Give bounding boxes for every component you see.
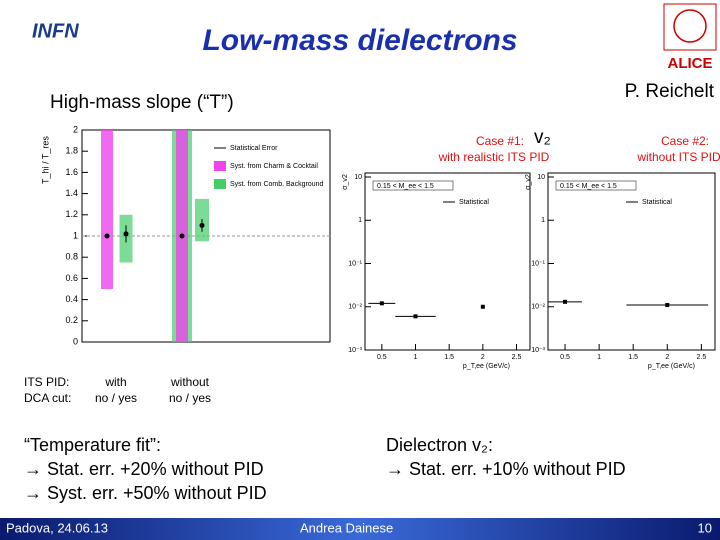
legend-swatch [214, 161, 226, 171]
row-label: no / yes [169, 391, 211, 405]
y-tick-label: 10 [537, 174, 545, 181]
data-point [480, 304, 485, 309]
row-label: DCA cut: [24, 391, 71, 405]
y-axis-label: T_hi / T_res [40, 136, 50, 184]
y-tick-label: 10⁻¹ [531, 260, 545, 267]
data-point [379, 301, 384, 306]
note: → Stat. err. +10% without PID [386, 459, 626, 479]
y-tick-label: 0.2 [65, 315, 78, 325]
y-tick-label: 1 [358, 217, 362, 224]
y-tick-label: 1 [73, 230, 78, 240]
logo-alice-box [663, 3, 717, 51]
logo-infn: INFN [32, 20, 79, 42]
y-tick-label: 10⁻² [531, 304, 545, 311]
cut-box [555, 180, 637, 191]
syst-charm-box [101, 130, 113, 289]
data-point [563, 299, 568, 304]
cut-label: 0.15 < M_ee < 1.5 [377, 183, 434, 190]
data-point [665, 302, 670, 307]
legend-label: Statistical [642, 199, 672, 206]
slide-title: Low-mass dielectrons [202, 24, 517, 57]
logo-alice: ALICE [668, 55, 713, 72]
y-tick-label: 10⁻² [348, 304, 362, 311]
x-tick-label: 1 [414, 354, 418, 361]
footer-place: Padova, 24.06.13 [6, 520, 108, 535]
y-tick-label: 0 [73, 336, 78, 346]
y-tick-label: 10⁻³ [531, 347, 545, 354]
plot-frame [364, 172, 531, 351]
data-point [199, 222, 205, 228]
x-axis-label: p_T,ee (GeV/c) [648, 363, 695, 370]
y-tick-label: 1.8 [65, 146, 78, 156]
data-point [413, 314, 418, 319]
legend-swatch [214, 179, 226, 189]
footer-speaker: Andrea Dainese [300, 520, 393, 535]
note: → Stat. err. +20% without PID [24, 459, 264, 479]
note: → Syst. err. +50% without PID [24, 483, 267, 503]
case-desc: without ITS PID [636, 150, 720, 164]
y-tick-label: 2 [73, 124, 78, 134]
row-label: without [170, 375, 210, 389]
author: P. Reichelt [625, 81, 715, 102]
cut-label: 0.15 < M_ee < 1.5 [560, 183, 617, 190]
note: “Temperature fit”: [24, 435, 161, 455]
row-label: no / yes [95, 391, 137, 405]
data-point [123, 231, 129, 237]
x-tick-label: 1.5 [628, 354, 638, 361]
y-tick-label: 1.2 [65, 209, 78, 219]
left-heading: High-mass slope (“T”) [50, 92, 234, 113]
legend-label: Syst. from Comb. Background [230, 181, 323, 188]
data-point [179, 233, 185, 239]
y-tick-label: 1.4 [65, 188, 78, 198]
v2-label: v₂ [534, 127, 551, 148]
case-desc: with realistic ITS PID [438, 150, 550, 164]
legend-label: Statistical [459, 199, 489, 206]
y-axis-label: σ_v2 [342, 174, 349, 190]
legend-label: Syst. from Charm & Cocktail [230, 163, 318, 170]
note: Dielectron v₂: [386, 435, 493, 455]
case-title: Case #2: [661, 134, 709, 148]
x-tick-label: 0.5 [560, 354, 570, 361]
x-tick-label: 2 [481, 354, 485, 361]
data-point [104, 233, 110, 239]
footer-bar [0, 518, 720, 540]
x-tick-label: 1 [597, 354, 601, 361]
row-label: with [104, 375, 126, 389]
y-tick-label: 1 [541, 217, 545, 224]
y-tick-label: 10⁻¹ [348, 260, 362, 267]
x-axis-label: p_T,ee (GeV/c) [463, 363, 510, 370]
row-label: ITS PID: [24, 375, 69, 389]
x-tick-label: 2.5 [512, 354, 522, 361]
x-tick-label: 2.5 [697, 354, 707, 361]
y-tick-label: 10⁻³ [348, 347, 362, 354]
footer-page: 10 [698, 520, 712, 535]
cut-box [372, 180, 454, 191]
y-tick-label: 10 [354, 174, 362, 181]
y-tick-label: 0.4 [65, 294, 78, 304]
x-tick-label: 0.5 [377, 354, 387, 361]
y-tick-label: 1.6 [65, 167, 78, 177]
x-tick-label: 2 [665, 354, 669, 361]
legend-label: Statistical Error [230, 145, 278, 152]
x-tick-label: 1.5 [444, 354, 454, 361]
y-tick-label: 0.6 [65, 273, 78, 283]
case-title: Case #1: [476, 134, 524, 148]
logo-alice-ring [673, 9, 707, 43]
plot-frame [547, 172, 716, 351]
y-tick-label: 0.8 [65, 252, 78, 262]
y-axis-label: σ_v2 [525, 174, 532, 190]
